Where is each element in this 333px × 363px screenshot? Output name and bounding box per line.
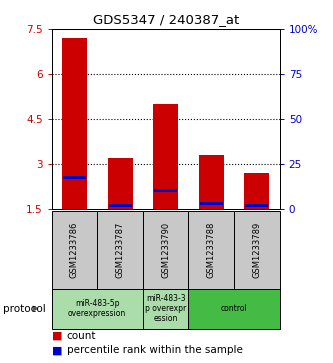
Text: ■: ■ <box>52 331 62 341</box>
Bar <box>154 189 177 192</box>
Bar <box>63 176 86 179</box>
Text: percentile rank within the sample: percentile rank within the sample <box>67 345 242 355</box>
Text: count: count <box>67 331 96 341</box>
Bar <box>62 38 87 209</box>
Text: miR-483-3
p overexpr
ession: miR-483-3 p overexpr ession <box>145 294 186 323</box>
Text: ■: ■ <box>52 345 62 355</box>
Bar <box>244 173 269 209</box>
Bar <box>109 204 132 207</box>
Text: GDS5347 / 240387_at: GDS5347 / 240387_at <box>93 13 240 26</box>
Bar <box>200 202 223 205</box>
Text: GSM1233790: GSM1233790 <box>161 221 170 278</box>
Text: control: control <box>221 304 247 313</box>
Text: GSM1233787: GSM1233787 <box>116 221 125 278</box>
Text: GSM1233786: GSM1233786 <box>70 221 79 278</box>
Text: miR-483-5p
overexpression: miR-483-5p overexpression <box>68 299 126 318</box>
Bar <box>153 104 178 209</box>
Bar <box>108 158 133 209</box>
Text: protocol: protocol <box>3 303 46 314</box>
Text: GSM1233789: GSM1233789 <box>252 221 261 278</box>
Bar <box>245 204 268 207</box>
Bar <box>199 155 224 209</box>
Text: GSM1233788: GSM1233788 <box>207 221 216 278</box>
